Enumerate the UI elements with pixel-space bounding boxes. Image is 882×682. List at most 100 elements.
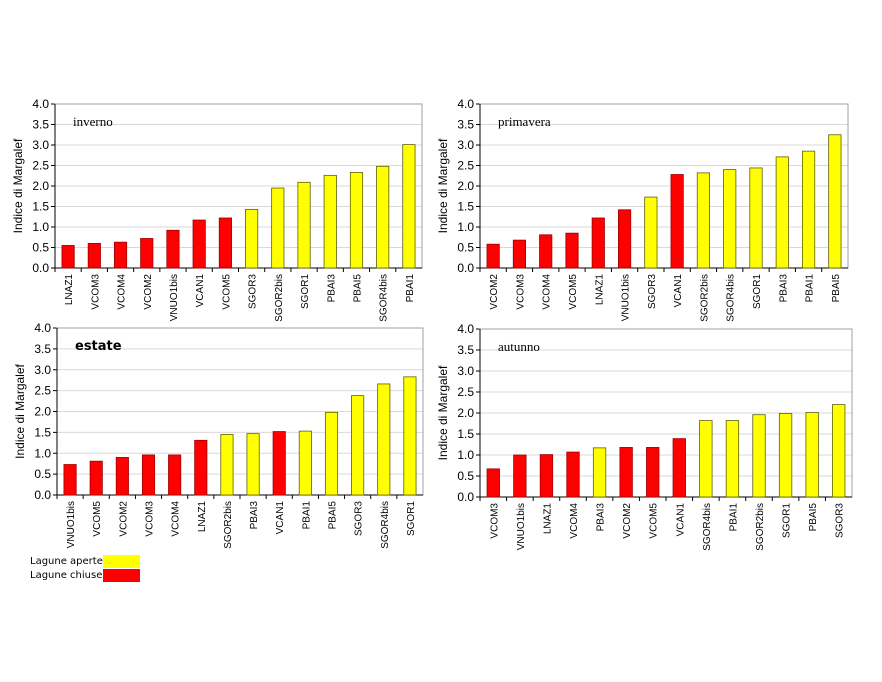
- bar-VCAN1: [672, 438, 686, 498]
- chart-estate: 0.0 0.5 1.0 1.5 2.0 2.5 3.0 3.5 4.0 VNUO1bis VCOM5…: [2, 318, 438, 560]
- y-tick-label: 0.0: [457, 261, 474, 275]
- x-tick-label: SGOR1: [782, 503, 793, 538]
- bar-LNAZ1: [194, 439, 208, 496]
- x-tick-label: SGOR3: [354, 501, 365, 536]
- bar-SGOR2bis: [696, 172, 711, 269]
- bar-SGOR1: [749, 167, 763, 269]
- bar-VNUO1bis: [63, 464, 77, 496]
- x-tick-label: VCOM4: [117, 274, 128, 310]
- season-label: autunno: [498, 339, 540, 354]
- chart-svg: 0.0 0.5 1.0 1.5 2.0 2.5 3.0 3.5 4.0 VNUO1bis VCOM5…: [13, 321, 424, 549]
- bar-VCOM2: [115, 457, 129, 496]
- y-tick-label: 4.0: [34, 321, 51, 335]
- y-tick-label: 3.0: [34, 363, 51, 377]
- season-label: inverno: [73, 114, 113, 129]
- x-tick-label: SGOR4bis: [380, 501, 391, 549]
- bar-PBAI3: [775, 156, 789, 269]
- bar-SGOR4bis: [376, 165, 390, 269]
- x-tick-label: VCAN1: [673, 274, 684, 308]
- x-tick-label: SGOR2bis: [223, 501, 234, 549]
- x-tick-label: VCOM2: [622, 503, 633, 539]
- x-tick-label: PBAI3: [249, 501, 260, 530]
- x-tick-label: PBAI5: [808, 503, 819, 532]
- legend-swatch-red: [103, 568, 140, 582]
- x-tick-label: SGOR1: [300, 274, 311, 309]
- x-tick-label: SGOR1: [752, 274, 763, 309]
- chart-svg: 0.0 0.5 1.0 1.5 2.0 2.5 3.0 3.5 4.0 VCOM3 VNUO1bis…: [436, 322, 853, 551]
- y-tick-label: 3.5: [457, 343, 474, 357]
- bar-LNAZ1: [591, 217, 605, 269]
- bar-PBAI3: [323, 174, 337, 269]
- x-tick-label: VCOM3: [515, 274, 526, 310]
- season-label: estate: [75, 339, 122, 354]
- x-tick-label: SGOR1: [406, 501, 417, 536]
- x-tick-label: SGOR4bis: [379, 274, 390, 322]
- chart-primavera: 0.0 0.5 1.0 1.5 2.0 2.5 3.0 3.5 4.0 VCOM2 VCOM3 VCO…: [425, 94, 863, 333]
- bar-VCOM2: [486, 243, 500, 269]
- bar-SGOR2bis: [752, 414, 766, 498]
- x-tick-label: VCOM4: [171, 501, 182, 537]
- x-tick-label: SGOR2bis: [274, 274, 285, 322]
- x-tick-label: LNAZ1: [542, 503, 553, 535]
- bar-SGOR1: [403, 376, 417, 496]
- bar-SGOR3: [832, 404, 846, 498]
- y-tick-label: 1.5: [457, 200, 474, 214]
- x-tick-label: VCOM3: [90, 274, 101, 310]
- x-tick-label: VCOM5: [568, 274, 579, 310]
- y-tick-label: 0.5: [457, 241, 474, 255]
- chart-inverno: 0.0 0.5 1.0 1.5 2.0 2.5 3.0 3.5 4.0 LNAZ1 VCOM3 VCO…: [0, 94, 437, 333]
- y-tick-label: 2.0: [457, 179, 474, 193]
- bar-PBAI5: [349, 172, 364, 269]
- y-tick-label: 1.0: [32, 220, 49, 234]
- y-tick-label: 1.0: [34, 446, 51, 460]
- x-tick-label: VCOM3: [489, 503, 500, 539]
- x-tick-label: PBAI5: [328, 501, 339, 530]
- legend-swatch-yellow: [103, 554, 140, 568]
- bar-PBAI5: [828, 134, 842, 269]
- chart-svg: 0.0 0.5 1.0 1.5 2.0 2.5 3.0 3.5 4.0 LNAZ1 VCOM3 VCO…: [11, 97, 423, 322]
- x-tick-label: VCAN1: [195, 274, 206, 308]
- x-tick-label: VCAN1: [675, 503, 686, 537]
- x-tick-label: PBAI5: [831, 274, 842, 303]
- y-axis-label: Indice di Margalef: [436, 365, 450, 460]
- bar-VCOM2: [619, 447, 633, 498]
- chart-svg: 0.0 0.5 1.0 1.5 2.0 2.5 3.0 3.5 4.0 VCOM2 VCOM3 VCO…: [436, 97, 849, 322]
- y-axis-label: Indice di Margalef: [11, 138, 25, 233]
- x-tick-label: SGOR2bis: [699, 274, 710, 322]
- bar-VCOM4: [113, 241, 128, 269]
- legend-item-chiuse: Lagune chiuse: [30, 568, 140, 582]
- x-tick-label: PBAI3: [778, 274, 789, 303]
- y-tick-label: 1.0: [457, 220, 474, 234]
- x-tick-label: VCOM5: [649, 503, 660, 539]
- y-tick-label: 2.5: [34, 384, 51, 398]
- y-tick-label: 3.0: [457, 364, 474, 378]
- legend-item-aperte: Lagune aperte: [30, 554, 140, 568]
- y-tick-label: 2.0: [32, 179, 49, 193]
- x-tick-label: SGOR2bis: [755, 503, 766, 551]
- y-axis-label: Indice di Margalef: [436, 138, 450, 233]
- x-tick-label: VCOM4: [569, 503, 580, 539]
- y-tick-label: 2.5: [32, 159, 49, 173]
- bar-SGOR1: [778, 413, 793, 498]
- bar-SGOR2bis: [220, 434, 234, 496]
- bar-LNAZ1: [61, 245, 75, 269]
- bar-LNAZ1: [539, 454, 554, 498]
- bar-VNUO1bis: [513, 454, 527, 498]
- x-tick-label: SGOR3: [647, 274, 658, 309]
- bar-VCAN1: [272, 431, 286, 496]
- y-tick-label: 1.5: [457, 427, 474, 441]
- y-tick-label: 4.0: [457, 322, 474, 336]
- x-tick-label: SGOR4bis: [726, 274, 737, 322]
- y-tick-label: 1.0: [457, 448, 474, 462]
- y-tick-label: 2.0: [34, 405, 51, 419]
- y-tick-label: 0.0: [32, 261, 49, 275]
- bar-PBAI1: [801, 150, 816, 269]
- y-tick-label: 0.5: [32, 241, 49, 255]
- y-tick-label: 3.5: [457, 118, 474, 132]
- bar-VCAN1: [192, 219, 206, 269]
- x-tick-label: VNUO1bis: [516, 503, 527, 550]
- y-tick-label: 2.5: [457, 385, 474, 399]
- x-tick-label: VCOM4: [542, 274, 553, 310]
- bar-SGOR1: [297, 181, 311, 269]
- bar-SGOR3: [351, 395, 365, 496]
